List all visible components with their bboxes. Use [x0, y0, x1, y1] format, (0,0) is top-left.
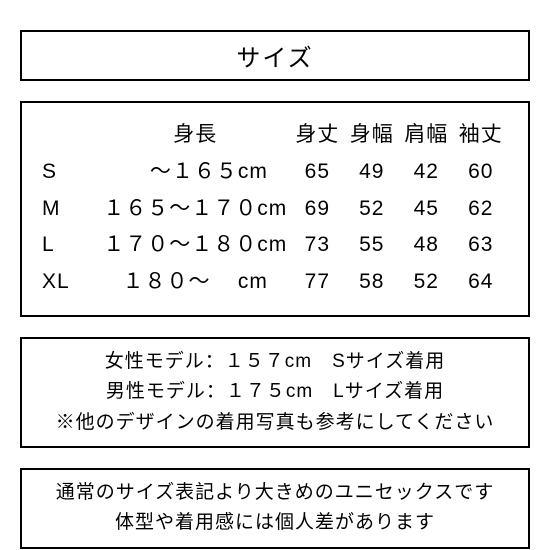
cell-size: L	[42, 227, 100, 264]
note-box: 通常のサイズ表記より大きめのユニセックスです 体型や着用感には個人差があります	[20, 468, 530, 549]
model-info-line2: 男性モデル：１７５cm Lサイズ着用	[22, 377, 528, 407]
table-row: L １７０～１８０cm 73 55 48 63	[42, 227, 508, 264]
note-line1: 通常のサイズ表記より大きめのユニセックスです	[22, 478, 528, 508]
cell-c3: 42	[399, 154, 453, 191]
cell-c4: 63	[454, 227, 508, 264]
table-row: XL １８０～ cm 77 58 52 64	[42, 264, 508, 301]
cell-c3: 52	[399, 264, 453, 301]
table-row: S ～１６５cm 65 49 42 60	[42, 154, 508, 191]
cell-c4: 62	[454, 191, 508, 228]
cell-size: S	[42, 154, 100, 191]
cell-height: ～１６５cm	[100, 154, 290, 191]
cell-c3: 45	[399, 191, 453, 228]
table-row: M １６５～１７０cm 69 52 45 62	[42, 191, 508, 228]
cell-height: １８０～ cm	[100, 264, 290, 301]
model-info-box: 女性モデル：１５７cm Sサイズ着用 男性モデル：１７５cm Lサイズ着用 ※他…	[20, 337, 530, 448]
cell-c1: 73	[290, 227, 344, 264]
header-blank	[42, 117, 100, 154]
header-c4: 袖丈	[454, 117, 508, 154]
cell-height: １７０～１８０cm	[100, 227, 290, 264]
cell-c4: 64	[454, 264, 508, 301]
cell-c2: 52	[345, 191, 399, 228]
note-line2: 体型や着用感には個人差があります	[22, 508, 528, 538]
cell-c4: 60	[454, 154, 508, 191]
cell-c3: 48	[399, 227, 453, 264]
size-table: 身長 身丈 身幅 肩幅 袖丈 S ～１６５cm 65 49 42 60 M １６…	[20, 101, 530, 317]
cell-c2: 55	[345, 227, 399, 264]
header-c2: 身幅	[345, 117, 399, 154]
title-box: サイズ	[20, 30, 530, 81]
model-info-line1: 女性モデル：１５７cm Sサイズ着用	[22, 347, 528, 377]
model-info-line3: ※他のデザインの着用写真も参考にしてください	[22, 408, 528, 438]
header-c3: 肩幅	[399, 117, 453, 154]
table-header-row: 身長 身丈 身幅 肩幅 袖丈	[42, 117, 508, 154]
cell-height: １６５～１７０cm	[100, 191, 290, 228]
cell-c2: 49	[345, 154, 399, 191]
cell-c1: 65	[290, 154, 344, 191]
cell-c1: 77	[290, 264, 344, 301]
cell-c2: 58	[345, 264, 399, 301]
cell-c1: 69	[290, 191, 344, 228]
cell-size: M	[42, 191, 100, 228]
header-c1: 身丈	[290, 117, 344, 154]
title-text: サイズ	[236, 45, 313, 72]
cell-size: XL	[42, 264, 100, 301]
header-height: 身長	[100, 117, 290, 154]
